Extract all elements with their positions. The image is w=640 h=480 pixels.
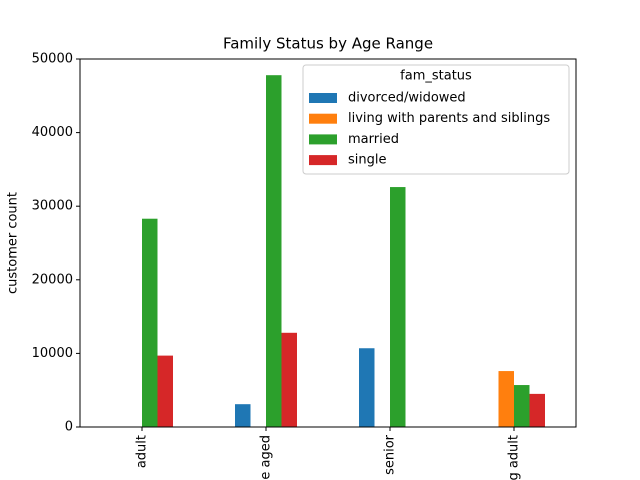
y-tick-label: 30000	[32, 199, 73, 214]
y-tick-label: 0	[65, 420, 73, 435]
legend-swatch	[309, 155, 337, 166]
legend-label: single	[348, 153, 387, 168]
legend-swatch	[309, 93, 337, 103]
bar	[359, 348, 375, 427]
y-tick-label: 20000	[32, 272, 73, 287]
legend-title: fam_status	[400, 69, 472, 84]
bar	[157, 355, 173, 427]
axes-frame	[79, 58, 577, 428]
legend-label: living with parents and siblings	[348, 111, 550, 126]
legend-box	[302, 64, 570, 175]
x-tick-label: young adult	[507, 435, 522, 480]
bar	[390, 187, 406, 427]
bar	[281, 332, 297, 427]
x-tick-label: senior	[383, 434, 398, 475]
legend-label: divorced/widowed	[348, 91, 466, 106]
bar	[142, 218, 158, 427]
bar	[498, 371, 514, 427]
legend-swatch	[309, 134, 337, 145]
bar	[235, 404, 251, 427]
y-tick-label: 40000	[32, 125, 73, 140]
x-tick-label: adult	[135, 435, 150, 468]
legend-label: married	[348, 132, 399, 147]
bar	[529, 393, 545, 427]
y-tick-label: 50000	[32, 52, 73, 67]
x-tick-label: middle aged	[259, 435, 274, 480]
y-tick-label: 10000	[32, 346, 73, 361]
legend-swatch	[309, 113, 337, 124]
y-axis-label: customer count	[6, 192, 21, 294]
bar	[514, 385, 530, 427]
bar	[266, 75, 282, 427]
chart-title: Family Status by Age Range	[223, 35, 433, 53]
